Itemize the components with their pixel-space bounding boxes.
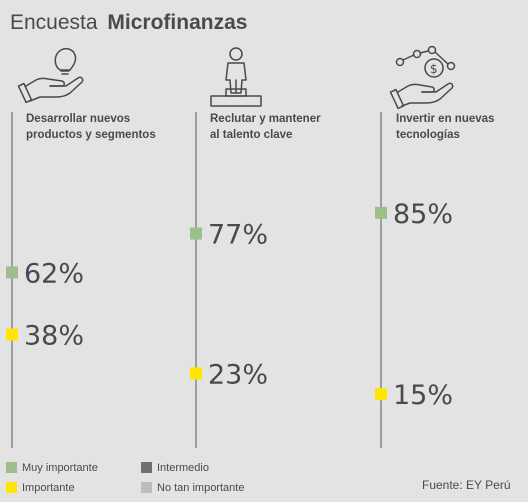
chart-title: Encuesta Microfinanzas <box>10 11 247 34</box>
title-bold: Microfinanzas <box>107 11 247 34</box>
category-label: productos y segmentos <box>26 129 156 141</box>
data-point <box>6 328 18 341</box>
legend-label: No tan importante <box>157 482 244 494</box>
legend-swatch <box>6 482 17 493</box>
legend-label: Importante <box>22 482 75 494</box>
data-label: 38% <box>24 321 84 352</box>
category-label: al talento clave <box>210 129 292 141</box>
legend-label: Muy importante <box>22 462 98 474</box>
legend-label: Intermedio <box>157 462 209 474</box>
data-label: 85% <box>393 199 453 230</box>
svg-text:$: $ <box>430 62 438 76</box>
category-label: tecnologías <box>396 129 460 141</box>
hand-lightbulb-icon <box>17 47 84 104</box>
person-podium-icon <box>210 47 262 107</box>
data-label: 23% <box>208 359 268 390</box>
legend-swatch <box>141 462 152 473</box>
data-label: 62% <box>24 258 84 289</box>
data-point <box>190 227 202 240</box>
data-point <box>190 367 202 380</box>
data-label: 15% <box>393 380 453 411</box>
category-label: Desarrollar nuevos <box>26 113 130 125</box>
data-point <box>6 266 18 279</box>
title-light: Encuesta <box>10 11 98 34</box>
source-note: Fuente: EY Perú <box>422 478 511 492</box>
data-point <box>375 388 387 401</box>
category-label: Reclutar y mantener <box>210 113 321 125</box>
category-label: Invertir en nuevas <box>396 113 494 125</box>
legend-swatch <box>141 482 152 493</box>
legend-swatch <box>6 462 17 473</box>
data-label: 77% <box>208 220 268 251</box>
hand-money-network-icon: $ <box>389 45 456 110</box>
category-columns: Desarrollar nuevos productos y segmentos R… <box>11 112 494 448</box>
data-point <box>375 206 387 219</box>
legend: Muy importante Intermedio Importante No tan… <box>6 462 244 494</box>
data-marks: 62% 77% 85% 38% 23% 15% <box>6 199 453 411</box>
